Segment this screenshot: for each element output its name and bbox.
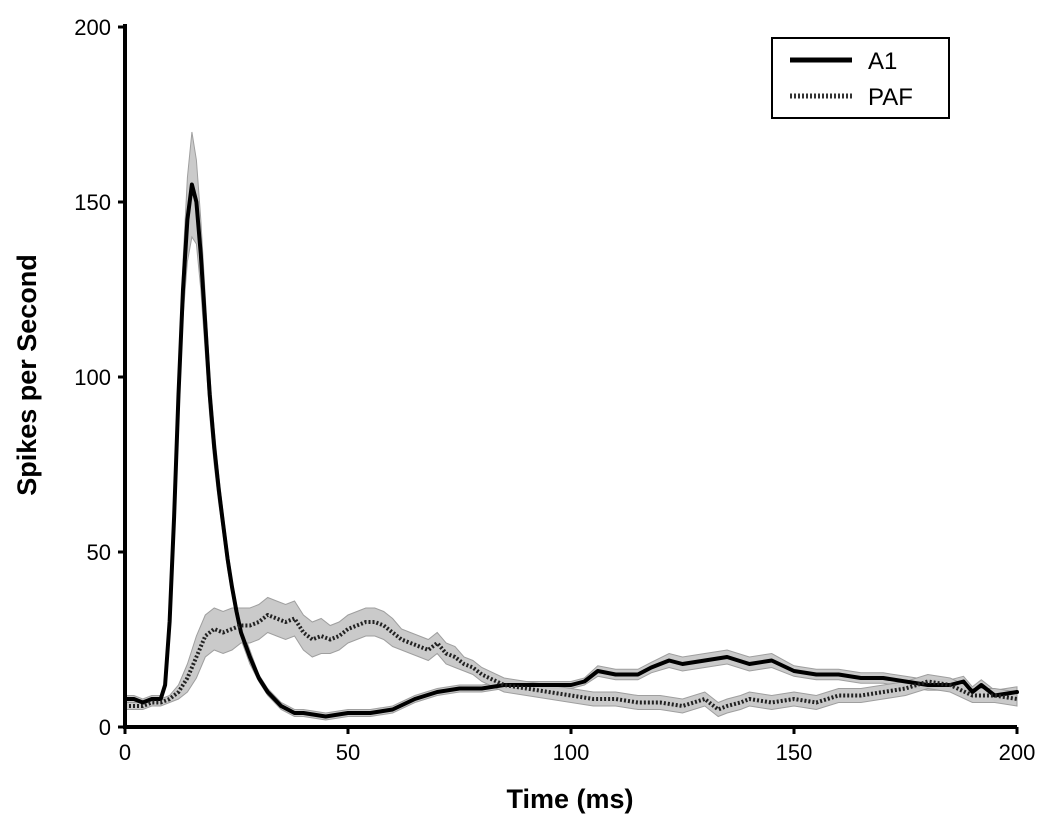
legend-label-a1: A1	[868, 48, 897, 75]
error-bands	[124, 131, 1018, 721]
y-tick-label: 50	[87, 540, 111, 565]
line-a1	[123, 182, 1019, 719]
y-tick-label: 100	[74, 365, 111, 390]
y-tick-label: 200	[74, 15, 111, 40]
legend-label-paf: PAF	[868, 84, 913, 111]
x-tick-label: 150	[776, 740, 813, 765]
x-tick-label: 0	[119, 740, 131, 765]
y-ticks: 0 50 100 150 200	[74, 15, 125, 740]
x-ticks: 0 50 100 150 200	[119, 727, 1035, 765]
series-lines	[123, 182, 1019, 719]
band-paf	[124, 596, 1018, 718]
y-tick-label: 150	[74, 190, 111, 215]
line-paf	[125, 613, 1018, 712]
x-tick-label: 200	[999, 740, 1036, 765]
legend: A1 PAF	[771, 37, 950, 119]
legend-box	[771, 37, 950, 119]
x-axis-title: Time (ms)	[506, 784, 633, 814]
x-tick-label: 100	[553, 740, 590, 765]
y-tick-label: 0	[99, 715, 111, 740]
y-axis-title: Spikes per Second	[12, 254, 42, 496]
x-tick-label: 50	[336, 740, 360, 765]
